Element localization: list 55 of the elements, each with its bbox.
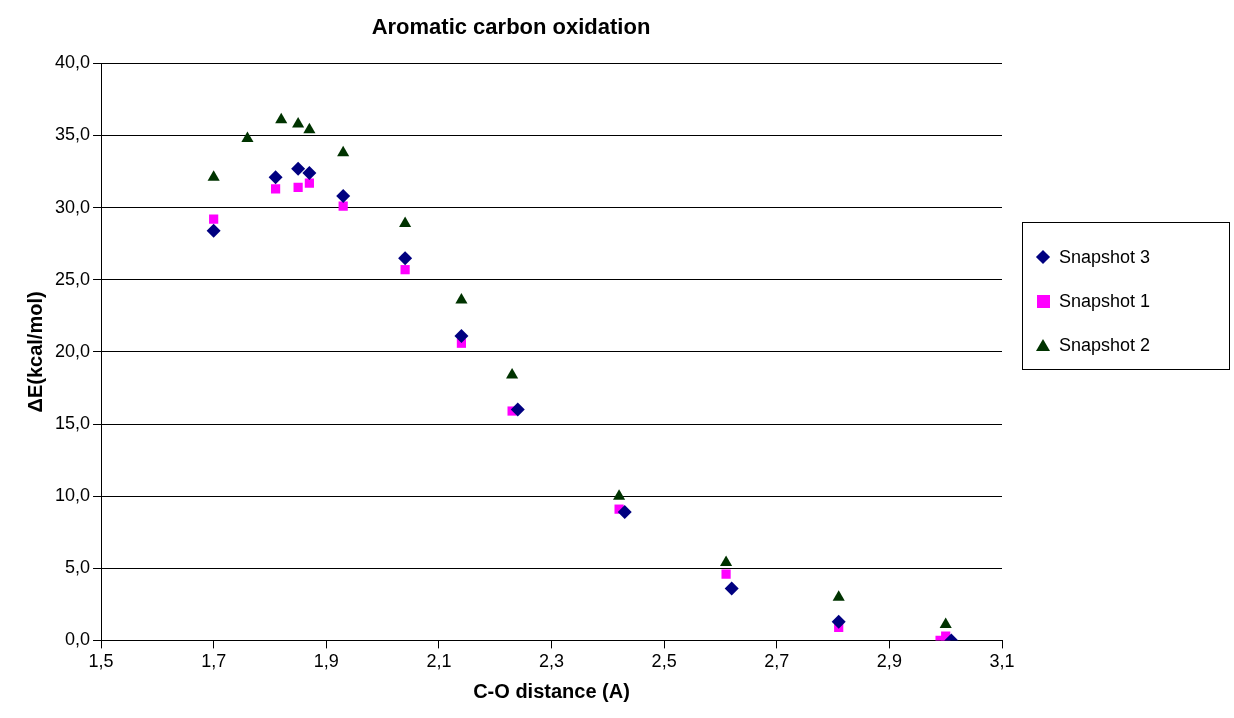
x-tick-label: 2,1 (426, 651, 452, 672)
point (617, 505, 632, 520)
point (338, 201, 348, 211)
point (613, 489, 626, 500)
legend-label: Snapshot 3 (1059, 246, 1151, 268)
point (304, 178, 314, 188)
point (336, 189, 351, 204)
point (399, 216, 412, 228)
x-tick-label: 1,5 (88, 651, 114, 672)
point (506, 367, 519, 379)
point (400, 265, 410, 275)
point (832, 590, 845, 601)
point (831, 614, 846, 629)
point (206, 223, 221, 238)
x-tick-label: 3,1 (989, 651, 1015, 672)
x-tick-label: 2,7 (764, 651, 790, 672)
point (724, 581, 739, 596)
y-tick-label: 10,0 (54, 485, 91, 506)
point (939, 617, 952, 629)
point (720, 555, 733, 567)
point (303, 122, 316, 134)
x-tick-label: 1,7 (201, 651, 227, 672)
y-tick-label: 20,0 (54, 340, 91, 361)
point (241, 131, 254, 142)
y-tick-label: 5,0 (65, 557, 91, 578)
y-tick-label: 35,0 (54, 124, 91, 145)
y-tick-label: 25,0 (54, 268, 91, 289)
y-tick-label: 0,0 (65, 629, 91, 650)
point (207, 170, 220, 181)
y-tick-label: 15,0 (54, 412, 91, 433)
legend-label: Snapshot 2 (1059, 334, 1151, 356)
point (275, 112, 288, 124)
y-tick-label: 40,0 (54, 52, 91, 73)
point (455, 292, 468, 304)
y-tick-label: 30,0 (54, 196, 91, 217)
x-tick-label: 2,9 (876, 651, 902, 672)
x-tick-label: 1,9 (313, 651, 339, 672)
legend-label: Snapshot 1 (1059, 290, 1151, 312)
point (271, 184, 281, 194)
point (293, 182, 303, 193)
y-axis-title: ΔE(kcal/mol) (23, 291, 46, 413)
chart-title: Aromatic carbon oxidation (371, 14, 651, 40)
point (291, 161, 306, 176)
x-tick-label: 2,5 (651, 651, 677, 672)
point (398, 251, 413, 266)
x-axis-title: C-O distance (A) (473, 679, 630, 702)
point (209, 214, 219, 224)
point (454, 329, 469, 344)
point (510, 402, 525, 417)
point (302, 166, 317, 181)
point (337, 145, 350, 157)
point (268, 170, 283, 185)
point (292, 116, 305, 128)
x-tick-label: 2,3 (539, 651, 565, 672)
point (721, 569, 731, 579)
